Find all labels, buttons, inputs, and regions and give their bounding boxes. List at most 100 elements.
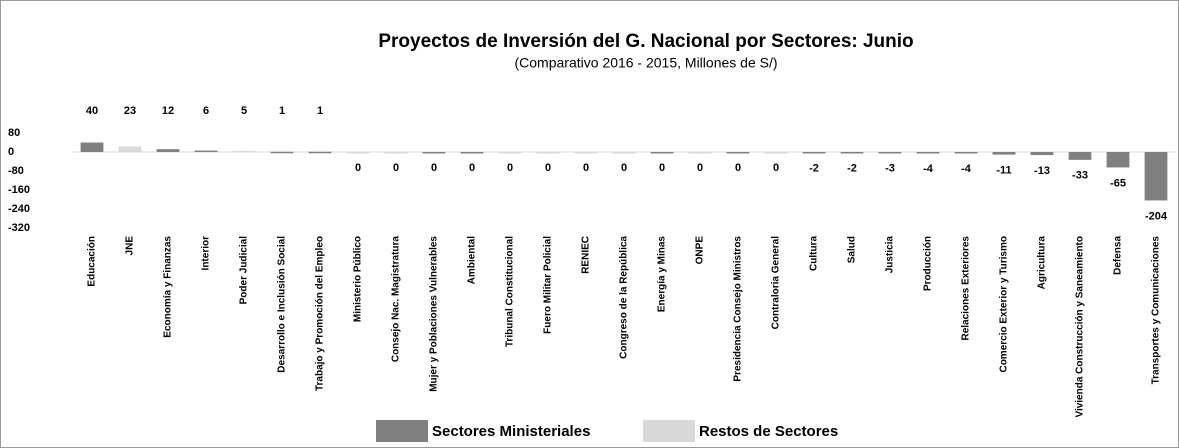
bar (80, 142, 104, 152)
data-label: 0 (621, 162, 627, 174)
x-tick-label: Contraloria General (771, 236, 782, 330)
x-tick-label: Agricultura (1037, 236, 1048, 290)
bar (1144, 152, 1168, 201)
x-tick-label: Relaciones Exteriores (961, 236, 972, 341)
data-label: -4 (961, 163, 972, 175)
bar (954, 152, 978, 154)
data-label: 5 (241, 105, 247, 117)
bar (308, 151, 332, 154)
bar (536, 152, 560, 154)
data-label: -2 (809, 162, 819, 174)
x-tick-label: Economía y Finanzas (163, 236, 174, 338)
x-tick-label: RENIEC (581, 236, 592, 274)
x-tick-label: Fuero Militar Policial (543, 236, 554, 334)
data-label: -11 (996, 165, 1011, 177)
bar (764, 152, 788, 154)
x-tick-label: JNE (125, 236, 136, 256)
legend-swatch (376, 420, 428, 442)
x-tick-label: Educación (87, 236, 98, 287)
x-tick-label: Energía y Minas (657, 236, 668, 313)
data-label: -2 (847, 162, 857, 174)
bar (802, 152, 826, 154)
x-tick-label: Desarrollo e Inclusión Social (277, 236, 288, 373)
legend-label: Restos de Sectores (699, 423, 838, 440)
x-tick-label: Defensa (1113, 236, 1124, 275)
legend-swatch (643, 420, 695, 442)
x-tick-label: Tribunal Constitucional (505, 236, 516, 347)
x-tick-label: Congreso de la República (619, 236, 630, 359)
bar (612, 152, 636, 154)
data-label: 6 (203, 105, 209, 117)
x-tick-label: Vivienda Construcción y Saneamiento (1075, 236, 1086, 418)
data-label: -204 (1145, 210, 1168, 222)
data-label: 0 (431, 162, 437, 174)
bar (878, 152, 902, 154)
data-label: 0 (545, 162, 551, 174)
bar (688, 152, 712, 154)
x-tick-label: Cultura (809, 236, 820, 271)
data-label: -33 (1072, 170, 1088, 182)
bar (1068, 152, 1092, 160)
data-label: 1 (317, 105, 323, 117)
legend-label: Sectores Ministeriales (432, 423, 590, 440)
data-label: -3 (885, 163, 895, 175)
bar (1106, 152, 1130, 168)
x-tick-label: ONPE (695, 236, 706, 265)
x-tick-label: Producción (923, 236, 934, 291)
data-label: 0 (697, 162, 703, 174)
bar (1030, 152, 1054, 156)
bar (726, 152, 750, 154)
bar (232, 150, 256, 153)
y-tick-label: -80 (8, 165, 24, 177)
data-label: -4 (923, 163, 934, 175)
data-label: 0 (393, 162, 399, 174)
data-label: 0 (469, 162, 475, 174)
data-label: -13 (1034, 165, 1050, 177)
x-tick-label: Poder Judicial (239, 236, 250, 305)
x-tick-label: Transportes y Comunicaciones (1151, 236, 1162, 385)
x-tick-label: Trabajo y Promoción del Empleo (315, 236, 326, 391)
chart-subtitle: (Comparativo 2016 - 2015, Millones de S/… (514, 55, 777, 71)
bar (992, 152, 1016, 155)
bar (498, 152, 522, 154)
data-label: 0 (583, 162, 589, 174)
x-tick-label: Ministerio Público (353, 236, 364, 322)
y-tick-label: 80 (8, 127, 20, 139)
bar (460, 152, 484, 154)
x-tick-label: Comercio Exterior y Turismo (999, 236, 1010, 373)
data-label: 23 (124, 105, 136, 117)
data-label: 40 (86, 105, 98, 117)
x-tick-label: Interior (201, 236, 212, 271)
x-tick-label: Consejo Nac. Magistratura (391, 236, 402, 363)
x-tick-label: Justicia (885, 236, 896, 274)
bar (916, 152, 940, 154)
data-label: 12 (162, 105, 174, 117)
y-tick-label: -320 (8, 222, 30, 234)
data-label: 0 (659, 162, 665, 174)
x-tick-label: Mujer y Poblaciones Vulnerables (429, 236, 440, 392)
chart-title: Proyectos de Inversión del G. Nacional p… (378, 31, 913, 52)
y-tick-label: -240 (8, 203, 30, 215)
bar (574, 152, 598, 154)
data-label: 1 (279, 105, 285, 117)
bar (422, 152, 446, 154)
data-label: -65 (1110, 177, 1126, 189)
bar (384, 152, 408, 154)
bar (194, 150, 218, 153)
bar (650, 152, 674, 154)
x-tick-label: Ambiental (467, 236, 478, 285)
bar (346, 152, 370, 154)
y-tick-label: 0 (8, 146, 14, 158)
bar (118, 146, 142, 152)
data-label: 0 (355, 162, 361, 174)
bar (270, 151, 294, 154)
data-label: 0 (773, 162, 779, 174)
y-tick-label: -160 (8, 184, 30, 196)
bar (156, 149, 180, 152)
data-label: 0 (735, 162, 741, 174)
x-tick-label: Presidencia Consejo Ministros (733, 236, 744, 382)
x-tick-label: Salud (847, 236, 858, 263)
bar (840, 152, 864, 154)
